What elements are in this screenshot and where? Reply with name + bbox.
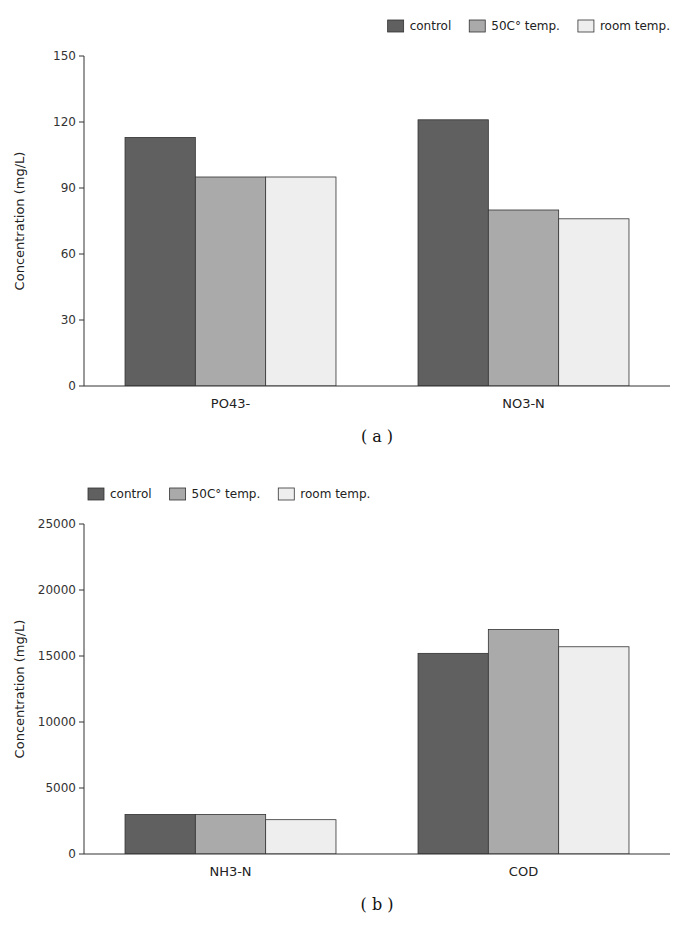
x-tick-label: PO43-: [211, 396, 251, 411]
bar: [125, 814, 195, 854]
x-tick-label: NO3-N: [502, 396, 545, 411]
bar: [195, 814, 265, 854]
x-tick-label: COD: [509, 864, 538, 879]
bar: [488, 210, 558, 386]
y-axis-line: [84, 56, 85, 386]
bar: [488, 630, 558, 854]
y-tick-label: 60: [61, 247, 76, 261]
legend-item: control: [88, 487, 152, 501]
legend-swatch: [88, 488, 104, 500]
y-tick-label: 120: [53, 115, 76, 129]
y-tick: [79, 788, 84, 789]
y-tick-label: 0: [68, 847, 76, 861]
legend-label: control: [410, 19, 452, 33]
legend-item: room temp.: [578, 19, 670, 33]
x-axis-line: [84, 854, 670, 855]
legend-swatch: [469, 20, 485, 32]
legend-swatch: [278, 488, 294, 500]
bar: [195, 177, 265, 386]
page: {"chart_data": [ {"type": "bar", "title"…: [0, 0, 690, 936]
y-tick: [79, 656, 84, 657]
y-tick-label: 10000: [38, 715, 76, 729]
legend-item: room temp.: [278, 487, 370, 501]
legend-label: room temp.: [600, 19, 670, 33]
y-tick: [79, 722, 84, 723]
legend: control 50C° temp. room temp.: [388, 19, 670, 33]
y-tick: [79, 854, 84, 855]
figure: 0 30 60 90 120 150 Concentration (mg/L) PO43- NO…: [0, 0, 690, 936]
y-tick-label: 0: [68, 379, 76, 393]
y-axis-line: [84, 524, 85, 854]
legend-label: 50C° temp.: [491, 19, 560, 33]
y-tick: [79, 56, 84, 57]
legend-label: 50C° temp.: [192, 487, 261, 501]
y-tick: [79, 188, 84, 189]
legend-label: room temp.: [300, 487, 370, 501]
bar: [559, 647, 629, 854]
y-tick: [79, 254, 84, 255]
bar: [125, 137, 195, 386]
y-tick-label: 15000: [38, 649, 76, 663]
x-tick-label: NH3-N: [209, 864, 251, 879]
y-tick-label: 5000: [45, 781, 76, 795]
y-axis-label: Concentration (mg/L): [12, 152, 27, 291]
y-tick-label: 25000: [38, 517, 76, 531]
legend-swatch: [578, 20, 594, 32]
legend-item: 50C° temp.: [170, 487, 261, 501]
y-tick-label: 150: [53, 49, 76, 63]
legend-label: control: [110, 487, 152, 501]
y-tick: [79, 590, 84, 591]
bar: [266, 177, 336, 386]
legend-item: control: [388, 19, 452, 33]
bar: [418, 653, 488, 854]
y-tick-label: 30: [61, 313, 76, 327]
legend: control 50C° temp. room temp.: [88, 487, 370, 501]
panel: 0 5000 10000 15000 20000 25000 Concentration (…: [12, 487, 671, 915]
legend-swatch: [170, 488, 186, 500]
y-tick: [79, 320, 84, 321]
bar: [559, 219, 629, 386]
legend-item: 50C° temp.: [469, 19, 560, 33]
y-tick-label: 90: [61, 181, 76, 195]
panel-caption: ( b ): [361, 895, 394, 914]
bars: [125, 630, 629, 854]
bars: [125, 120, 629, 386]
panel: 0 30 60 90 120 150 Concentration (mg/L) PO43- NO…: [12, 19, 671, 447]
x-axis-line: [84, 386, 670, 387]
y-tick: [79, 122, 84, 123]
legend-swatch: [388, 20, 404, 32]
y-tick-label: 20000: [38, 583, 76, 597]
panel-caption: ( a ): [361, 427, 393, 446]
y-tick: [79, 524, 84, 525]
y-tick: [79, 386, 84, 387]
bar: [266, 820, 336, 854]
y-axis-label: Concentration (mg/L): [12, 620, 27, 759]
bar: [418, 120, 488, 386]
